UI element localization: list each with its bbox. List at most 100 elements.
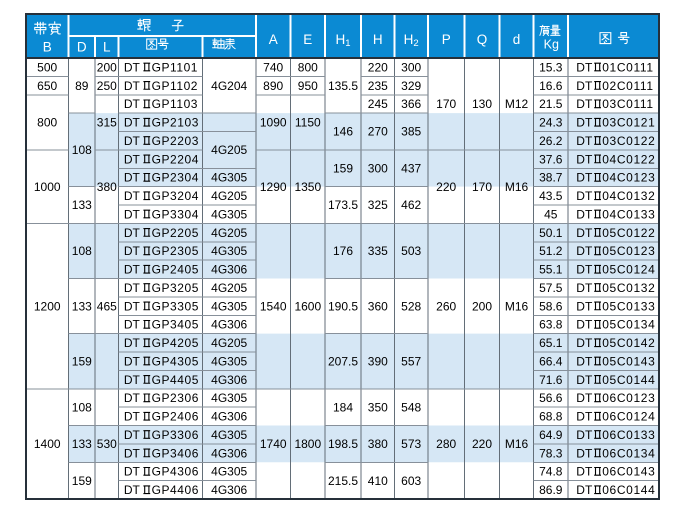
svg-text:Kg: Kg: [544, 37, 559, 51]
svg-text:146: 146: [333, 125, 353, 139]
svg-text:325: 325: [368, 198, 388, 212]
svg-text:1350: 1350: [294, 180, 321, 194]
svg-text:89: 89: [75, 79, 89, 93]
svg-text:220: 220: [472, 437, 492, 451]
svg-text:1740: 1740: [260, 437, 287, 451]
svg-text:DT: DT: [124, 373, 141, 387]
svg-text:4G305: 4G305: [211, 207, 247, 221]
svg-text:4G306: 4G306: [211, 446, 247, 460]
svg-text:4G205: 4G205: [211, 143, 247, 157]
svg-text:GP1101: GP1101: [152, 60, 198, 74]
svg-text:4G306: 4G306: [211, 373, 247, 387]
svg-text:DT: DT: [576, 465, 593, 479]
svg-text:01C0111: 01C0111: [602, 60, 653, 74]
svg-text:E: E: [303, 32, 312, 47]
svg-text:GP1103: GP1103: [152, 97, 198, 111]
svg-text:135.5: 135.5: [328, 79, 358, 93]
svg-text:DT: DT: [576, 134, 593, 148]
svg-text:04C0123: 04C0123: [602, 171, 655, 185]
svg-text:74.8: 74.8: [539, 465, 563, 479]
svg-text:557: 557: [401, 354, 421, 368]
svg-text:360: 360: [368, 299, 388, 313]
svg-text:159: 159: [72, 474, 92, 488]
svg-text:335: 335: [368, 244, 388, 258]
svg-text:133: 133: [72, 299, 92, 313]
svg-text:DT: DT: [124, 336, 141, 350]
svg-text:DT: DT: [576, 171, 593, 185]
svg-text:GP4406: GP4406: [152, 483, 199, 497]
svg-text:500: 500: [37, 60, 57, 74]
svg-text:215.5: 215.5: [328, 474, 358, 488]
svg-text:45: 45: [544, 207, 558, 221]
svg-text:380: 380: [368, 437, 388, 451]
svg-text:4G205: 4G205: [211, 189, 247, 203]
svg-text:DT: DT: [124, 263, 141, 277]
svg-text:170: 170: [436, 97, 456, 111]
svg-text:133: 133: [72, 437, 92, 451]
svg-text:DT: DT: [576, 446, 593, 460]
svg-text:380: 380: [97, 180, 117, 194]
svg-text:03C0121: 03C0121: [602, 116, 655, 130]
svg-text:462: 462: [401, 198, 421, 212]
svg-text:DT: DT: [124, 207, 141, 221]
svg-text:06C0124: 06C0124: [602, 410, 655, 424]
svg-text:465: 465: [97, 299, 117, 313]
svg-text:64.9: 64.9: [539, 428, 563, 442]
svg-text:04C0122: 04C0122: [602, 152, 655, 166]
svg-text:503: 503: [401, 244, 421, 258]
svg-text:GP3304: GP3304: [152, 207, 199, 221]
svg-text:DT: DT: [124, 354, 141, 368]
svg-text:GP2205: GP2205: [152, 226, 199, 240]
svg-text:245: 245: [368, 97, 388, 111]
svg-text:26.2: 26.2: [539, 134, 563, 148]
svg-text:DT: DT: [124, 391, 141, 405]
svg-text:4G205: 4G205: [211, 336, 247, 350]
svg-text:GP2406: GP2406: [152, 410, 199, 424]
svg-text:DT: DT: [124, 116, 141, 130]
svg-text:06C0133: 06C0133: [602, 428, 655, 442]
svg-text:800: 800: [37, 116, 57, 130]
svg-text:133: 133: [72, 198, 92, 212]
svg-text:1290: 1290: [260, 180, 287, 194]
svg-text:198.5: 198.5: [328, 437, 358, 451]
svg-text:DT: DT: [576, 391, 593, 405]
svg-text:DT: DT: [576, 354, 593, 368]
svg-text:GP3405: GP3405: [152, 318, 199, 332]
svg-text:43.5: 43.5: [539, 189, 563, 203]
svg-text:63.8: 63.8: [539, 318, 563, 332]
svg-text:24.3: 24.3: [539, 116, 563, 130]
svg-text:GP4306: GP4306: [152, 465, 199, 479]
svg-text:DT: DT: [124, 171, 141, 185]
svg-text:05C0122: 05C0122: [602, 226, 655, 240]
svg-text:DT: DT: [576, 116, 593, 130]
svg-text:1090: 1090: [260, 116, 287, 130]
svg-text:GP2304: GP2304: [152, 171, 199, 185]
svg-text:260: 260: [436, 299, 456, 313]
svg-text:DT: DT: [576, 97, 593, 111]
svg-text:173.5: 173.5: [328, 198, 358, 212]
svg-text:4G204: 4G204: [211, 79, 247, 93]
svg-text:DT: DT: [576, 318, 593, 332]
svg-text:DT: DT: [576, 189, 593, 203]
svg-text:03C0122: 03C0122: [602, 134, 655, 148]
svg-text:4G305: 4G305: [211, 465, 247, 479]
svg-text:86.9: 86.9: [539, 483, 563, 497]
svg-text:184: 184: [333, 400, 353, 414]
svg-text:05C0132: 05C0132: [602, 281, 655, 295]
svg-text:DT: DT: [124, 281, 141, 295]
svg-text:4G305: 4G305: [211, 299, 247, 313]
svg-text:02C0111: 02C0111: [602, 79, 653, 93]
svg-text:385: 385: [401, 125, 421, 139]
svg-text:4G306: 4G306: [211, 318, 247, 332]
svg-text:M12: M12: [505, 97, 529, 111]
svg-text:06C0123: 06C0123: [602, 391, 655, 405]
svg-text:DT: DT: [576, 373, 593, 387]
svg-text:1000: 1000: [34, 180, 61, 194]
svg-text:65.1: 65.1: [539, 336, 563, 350]
svg-text:280: 280: [436, 437, 456, 451]
svg-text:650: 650: [37, 79, 57, 93]
svg-text:DT: DT: [576, 60, 593, 74]
svg-text:1600: 1600: [294, 299, 321, 313]
svg-text:108: 108: [72, 400, 92, 414]
svg-text:GP3406: GP3406: [152, 446, 199, 460]
